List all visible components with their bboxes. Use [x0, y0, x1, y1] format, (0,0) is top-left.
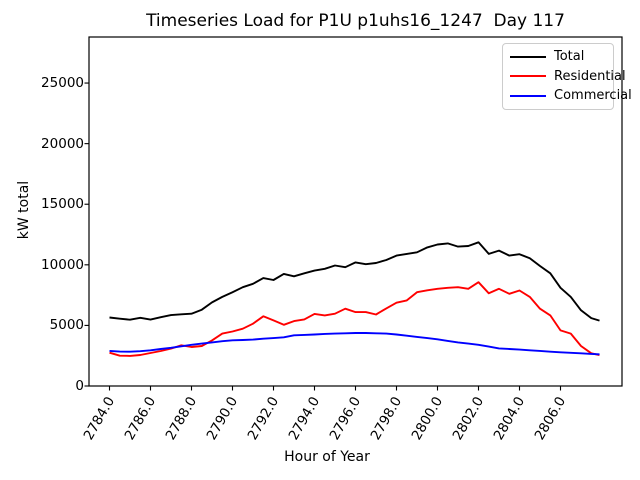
- series-line-commercial: [109, 332, 600, 356]
- legend-box: Total Residential Commercial: [502, 43, 632, 110]
- legend-line-swatch: [510, 75, 546, 78]
- series-line-residential: [109, 281, 600, 357]
- y-tick-label: 10000: [41, 256, 84, 273]
- legend-label: Residential: [554, 68, 626, 84]
- y-tick-label: 15000: [41, 196, 84, 213]
- legend-entry-commercial: Commercial: [503, 86, 632, 106]
- series-line-total: [109, 241, 600, 322]
- legend-line-swatch: [510, 94, 546, 97]
- y-tick-label: 0: [75, 378, 84, 394]
- y-tick-label: 5000: [49, 317, 84, 334]
- legend-line-swatch: [510, 55, 546, 58]
- legend-label: Total: [554, 49, 585, 65]
- y-tick-label: 20000: [41, 135, 84, 152]
- legend-label: Commercial: [554, 88, 632, 104]
- legend-entry-residential: Residential: [503, 67, 626, 87]
- legend-entry-total: Total: [503, 47, 613, 67]
- y-tick-label: 25000: [41, 75, 84, 92]
- x-axis-label: Hour of Year: [284, 449, 370, 465]
- chart-title: Timeseries Load for P1U p1uhs16_1247 Day…: [146, 11, 565, 31]
